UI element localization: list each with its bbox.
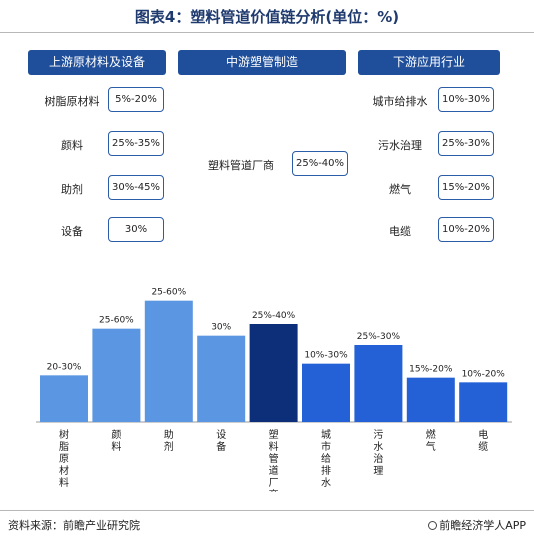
x-tick-label: 电缆 [478, 428, 488, 453]
bar [249, 324, 298, 422]
midstream-item-value: 25%-40% [292, 151, 348, 176]
bar [197, 335, 246, 422]
brand-text: 前瞻经济学人APP [439, 519, 526, 532]
midstream-header: 中游塑管制造 [178, 50, 346, 75]
bar-value-label: 10%-20% [462, 369, 506, 379]
downstream-item-value: 25%-30% [438, 131, 494, 156]
bar [406, 377, 455, 422]
x-tick-label: 助剂 [164, 428, 174, 453]
source-note: 资料来源：前瞻产业研究院 [8, 519, 140, 532]
footer-divider [0, 510, 534, 511]
value-chain-bar-chart: 20-30% 树脂原材料 25-60% 颜料 25-60% 助剂 30% 设备 25%-40% 塑… [36, 288, 512, 492]
downstream-item-value: 10%-20% [438, 217, 494, 242]
bar-value-label: 25-60% [151, 288, 186, 298]
midstream-item-label: 塑料管道厂商 [208, 159, 274, 172]
downstream-item-value: 15%-20% [438, 175, 494, 200]
downstream-header: 下游应用行业 [358, 50, 500, 75]
bar-value-label: 25%-30% [357, 332, 401, 342]
x-tick-label: 塑料管道厂商 [269, 429, 279, 492]
x-tick-label: 城市给排水 [321, 429, 331, 489]
bar-value-label: 25%-40% [252, 311, 296, 321]
downstream-item-label: 电缆 [389, 225, 411, 238]
bar-value-label: 25-60% [99, 316, 134, 326]
bar-value-label: 20-30% [47, 362, 82, 372]
chart-title: 图表4：塑料管道价值链分析(单位：%) [134, 8, 400, 26]
upstream-item-label: 设备 [61, 225, 83, 238]
bar [354, 345, 403, 422]
bar-value-label: 15%-20% [409, 365, 453, 375]
upstream-item-label: 助剂 [61, 183, 83, 196]
upstream-item-label: 颜料 [61, 139, 83, 152]
x-tick-label: 污水治理 [373, 429, 383, 477]
bar-value-label: 30% [211, 323, 231, 333]
title-divider [0, 32, 534, 33]
upstream-item-value: 5%-20% [108, 87, 164, 112]
brand-credit: 前瞻经济学人APP [428, 517, 526, 533]
upstream-header: 上游原材料及设备 [28, 50, 166, 75]
downstream-item-label: 城市给排水 [372, 95, 428, 108]
downstream-item-label: 燃气 [389, 183, 411, 196]
brand-logo-icon [428, 521, 438, 530]
bar [92, 328, 141, 422]
x-tick-label: 设备 [216, 429, 226, 453]
bar-value-label: 10%-30% [304, 351, 348, 361]
bar [40, 375, 88, 422]
bar [459, 382, 508, 422]
downstream-item-value: 10%-30% [438, 87, 494, 112]
bar [302, 363, 350, 422]
x-tick-label: 颜料 [111, 428, 121, 453]
x-tick-label: 燃气 [426, 428, 436, 453]
upstream-item-label: 树脂原材料 [44, 95, 100, 108]
upstream-item-value: 30%-45% [108, 175, 164, 200]
downstream-item-label: 污水治理 [378, 139, 422, 152]
upstream-item-value: 25%-35% [108, 131, 164, 156]
x-tick-label: 树脂原材料 [59, 428, 69, 489]
upstream-item-value: 30% [108, 217, 164, 242]
bar [144, 300, 193, 422]
